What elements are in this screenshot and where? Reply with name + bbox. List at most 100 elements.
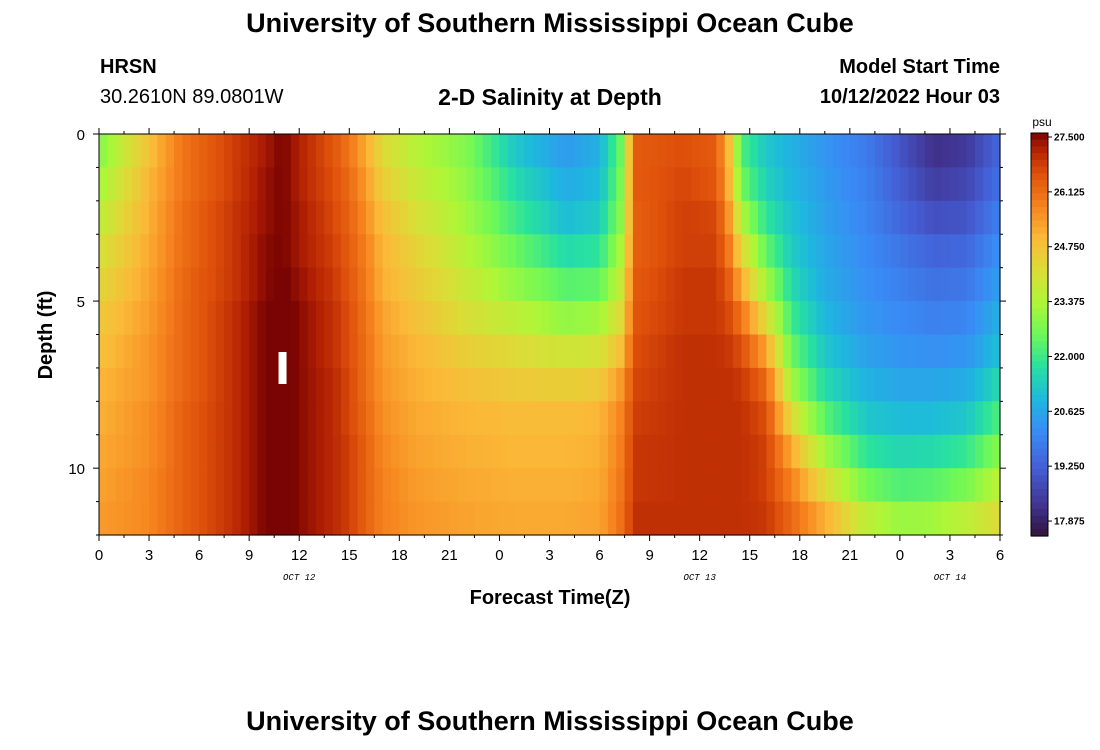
heatmap-cell bbox=[657, 267, 667, 302]
heatmap-cell bbox=[199, 501, 209, 536]
heatmap-cell bbox=[99, 367, 108, 402]
heatmap-cell bbox=[966, 501, 976, 536]
heatmap-cell bbox=[808, 501, 818, 536]
heatmap-cell bbox=[140, 234, 150, 269]
heatmap-cell bbox=[641, 200, 651, 235]
heatmap-cell bbox=[849, 234, 859, 269]
heatmap-cell bbox=[974, 434, 984, 469]
heatmap-cell bbox=[482, 301, 492, 336]
heatmap-cell bbox=[249, 234, 259, 269]
heatmap-cell bbox=[441, 434, 450, 469]
heatmap-cell bbox=[215, 200, 225, 235]
date-label: OCT 14 bbox=[934, 573, 966, 583]
heatmap-cell bbox=[591, 267, 601, 302]
heatmap-cell bbox=[365, 401, 375, 436]
heatmap-cell bbox=[240, 234, 250, 269]
heatmap-cell bbox=[324, 468, 334, 503]
page-title: University of Southern Mississippi Ocean… bbox=[246, 8, 854, 38]
heatmap-cell bbox=[657, 301, 667, 336]
heatmap-cell bbox=[524, 267, 534, 302]
heatmap-cell bbox=[774, 167, 784, 202]
heatmap-cell bbox=[674, 401, 684, 436]
heatmap-cell bbox=[107, 401, 117, 436]
heatmap-cell bbox=[257, 267, 267, 302]
heatmap-cell bbox=[724, 167, 734, 202]
heatmap-cell bbox=[190, 367, 200, 402]
colorbar-segment bbox=[1031, 462, 1048, 470]
heatmap-cell bbox=[841, 267, 851, 302]
heatmap-cell bbox=[299, 334, 309, 369]
heatmap-cell bbox=[666, 200, 676, 235]
heatmap-cell bbox=[165, 468, 175, 503]
heatmap-cell bbox=[349, 301, 359, 336]
model-start-label: Model Start Time bbox=[839, 56, 1000, 78]
heatmap-cell bbox=[107, 167, 117, 202]
heatmap-cell bbox=[399, 234, 409, 269]
heatmap-cell bbox=[407, 434, 417, 469]
heatmap-cell bbox=[424, 234, 434, 269]
colorbar-segment bbox=[1031, 153, 1048, 161]
heatmap-cell bbox=[174, 468, 184, 503]
colorbar-tick-label: 27.500 bbox=[1054, 132, 1085, 143]
heatmap-cell bbox=[516, 167, 526, 202]
heatmap-cell bbox=[115, 167, 125, 202]
heatmap-cell bbox=[599, 334, 609, 369]
heatmap-cell bbox=[416, 200, 425, 235]
heatmap-cell bbox=[808, 234, 818, 269]
heatmap-cell bbox=[966, 267, 976, 302]
heatmap-cell bbox=[582, 234, 592, 269]
heatmap-cell bbox=[682, 234, 692, 269]
heatmap-cell bbox=[899, 200, 909, 235]
heatmap-cell bbox=[182, 401, 192, 436]
heatmap-cell bbox=[115, 468, 125, 503]
heatmap-cell bbox=[682, 401, 692, 436]
colorbar-segment bbox=[1031, 529, 1048, 537]
heatmap-cell bbox=[933, 200, 943, 235]
heatmap-cell bbox=[491, 334, 501, 369]
heatmap-cell bbox=[199, 200, 209, 235]
heatmap-cell bbox=[532, 468, 542, 503]
heatmap-cell bbox=[174, 434, 184, 469]
heatmap-cell bbox=[682, 301, 692, 336]
heatmap-cell bbox=[457, 501, 467, 536]
heatmap-cell bbox=[240, 367, 250, 402]
heatmap-cell bbox=[891, 334, 901, 369]
heatmap-cell bbox=[107, 367, 117, 402]
colorbar-segment bbox=[1031, 180, 1048, 188]
heatmap-cell bbox=[649, 401, 659, 436]
heatmap-cell bbox=[833, 468, 843, 503]
heatmap-cell bbox=[357, 301, 367, 336]
heatmap-cell bbox=[808, 267, 818, 302]
heatmap-cell bbox=[482, 468, 492, 503]
heatmap-cell bbox=[390, 267, 400, 302]
heatmap-cell bbox=[783, 301, 793, 336]
colorbar-segment bbox=[1031, 347, 1048, 356]
heatmap-cell bbox=[516, 200, 526, 235]
heatmap-cell bbox=[115, 134, 125, 169]
heatmap-cell bbox=[682, 167, 692, 202]
heatmap-cell bbox=[190, 134, 200, 169]
heatmap-cell bbox=[841, 134, 851, 169]
heatmap-cell bbox=[224, 468, 234, 503]
heatmap-cell bbox=[290, 267, 300, 302]
heatmap-cell bbox=[974, 167, 984, 202]
heatmap-cell bbox=[758, 468, 767, 503]
heatmap-cell bbox=[766, 167, 776, 202]
colorbar-segment bbox=[1031, 206, 1048, 215]
heatmap-cell bbox=[307, 468, 317, 503]
heatmap-cell bbox=[599, 501, 609, 536]
heatmap-cell bbox=[474, 167, 484, 202]
heatmap-cell bbox=[432, 434, 442, 469]
heatmap-cell bbox=[908, 434, 918, 469]
heatmap-cell bbox=[941, 434, 951, 469]
heatmap-cell bbox=[549, 301, 559, 336]
heatmap-cell bbox=[240, 200, 250, 235]
colorbar-segment bbox=[1031, 421, 1048, 430]
heatmap-cell bbox=[958, 134, 968, 169]
heatmap-cell bbox=[966, 234, 976, 269]
heatmap-cell bbox=[140, 434, 150, 469]
heatmap-cell bbox=[524, 200, 534, 235]
heatmap-cell bbox=[866, 301, 876, 336]
heatmap-cell bbox=[182, 367, 192, 402]
heatmap-cell bbox=[282, 267, 292, 302]
